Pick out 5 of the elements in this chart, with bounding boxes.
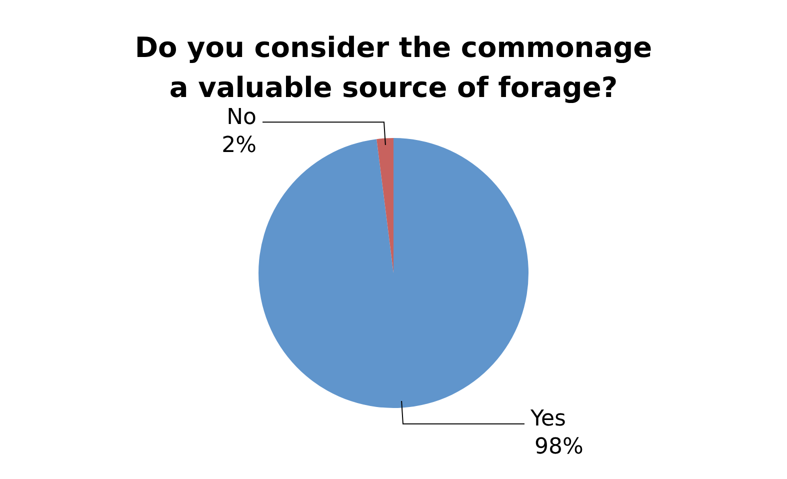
slice-label: Yes — [529, 406, 566, 432]
chart-title: Do you consider the commonage a valuable source of forage? — [134, 31, 652, 104]
data-label: 2% — [222, 132, 257, 158]
slice-label: No — [226, 104, 257, 130]
data-label: 98% — [534, 434, 584, 460]
